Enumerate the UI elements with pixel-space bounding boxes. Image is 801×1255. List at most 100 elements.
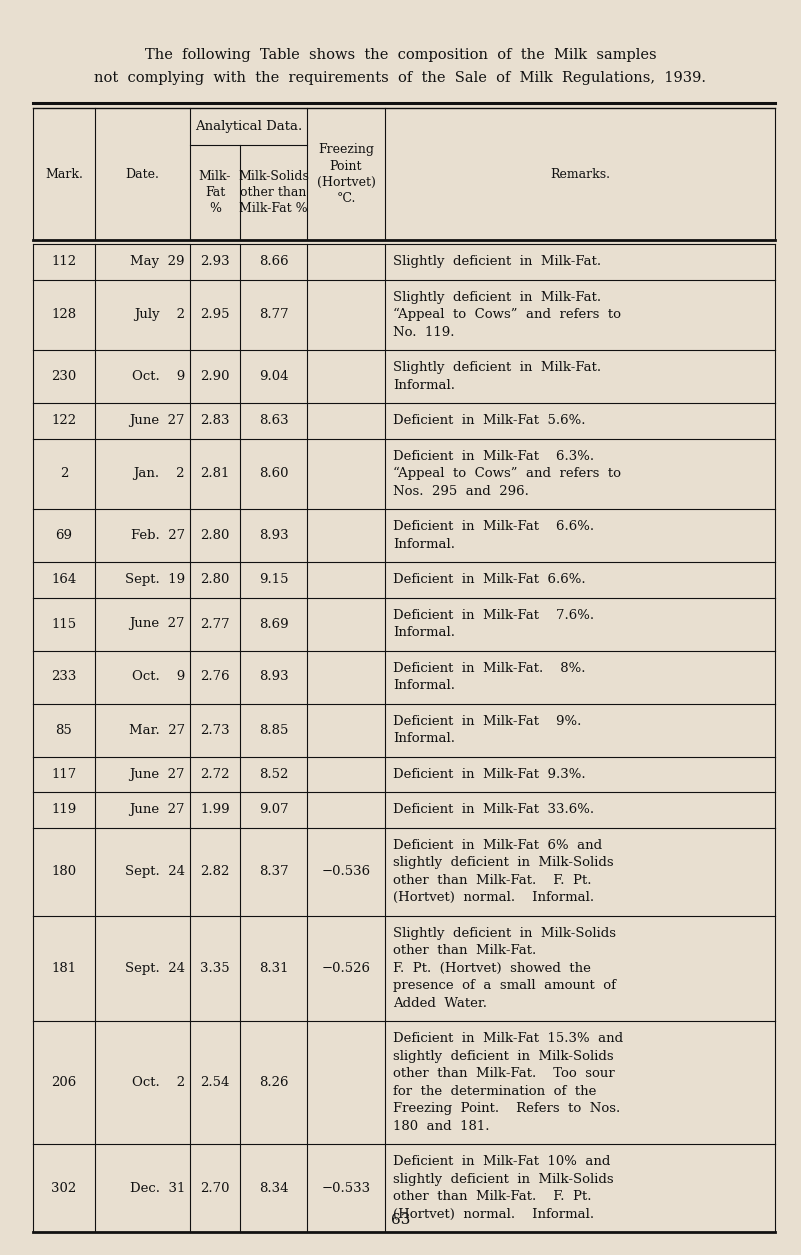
Text: Sept.  24: Sept. 24 [125, 961, 185, 975]
Text: 2.73: 2.73 [200, 723, 230, 737]
Text: other  than  Milk-Fat.    F.  Pt.: other than Milk-Fat. F. Pt. [393, 873, 591, 887]
Text: Remarks.: Remarks. [550, 167, 610, 181]
Text: Feb.  27: Feb. 27 [131, 530, 185, 542]
Text: Milk-
Fat
%: Milk- Fat % [199, 169, 231, 215]
Text: 69: 69 [55, 530, 73, 542]
Text: 3.35: 3.35 [200, 961, 230, 975]
Text: 2.76: 2.76 [200, 670, 230, 684]
Text: July    2: July 2 [134, 309, 185, 321]
Text: 2: 2 [60, 467, 68, 481]
Text: 2.70: 2.70 [200, 1181, 230, 1195]
Text: slightly  deficient  in  Milk-Solids: slightly deficient in Milk-Solids [393, 1172, 614, 1186]
Text: Slightly  deficient  in  Milk-Fat.: Slightly deficient in Milk-Fat. [393, 255, 601, 269]
Text: presence  of  a  small  amount  of: presence of a small amount of [393, 979, 616, 993]
Text: 8.85: 8.85 [259, 723, 288, 737]
Text: 128: 128 [51, 309, 77, 321]
Text: Mar.  27: Mar. 27 [129, 723, 185, 737]
Text: June  27: June 27 [130, 414, 185, 427]
Text: Sept.  19: Sept. 19 [125, 574, 185, 586]
Text: No.  119.: No. 119. [393, 326, 454, 339]
Text: 164: 164 [51, 574, 77, 586]
Text: Deficient  in  Milk-Fat  5.6%.: Deficient in Milk-Fat 5.6%. [393, 414, 586, 427]
Text: Oct.    9: Oct. 9 [131, 670, 185, 684]
Text: other  than  Milk-Fat.    F.  Pt.: other than Milk-Fat. F. Pt. [393, 1190, 591, 1204]
Text: 8.31: 8.31 [259, 961, 288, 975]
Text: “Appeal  to  Cows”  and  refers  to: “Appeal to Cows” and refers to [393, 467, 621, 481]
Text: Deficient  in  Milk-Fat  15.3%  and: Deficient in Milk-Fat 15.3% and [393, 1033, 623, 1045]
Text: Deficient  in  Milk-Fat.    8%.: Deficient in Milk-Fat. 8%. [393, 661, 586, 675]
Text: Deficient  in  Milk-Fat    6.3%.: Deficient in Milk-Fat 6.3%. [393, 449, 594, 463]
Text: 2.83: 2.83 [200, 414, 230, 427]
Text: 302: 302 [51, 1181, 77, 1195]
Text: 8.63: 8.63 [259, 414, 288, 427]
Text: 9.15: 9.15 [259, 574, 288, 586]
Text: for  the  determination  of  the: for the determination of the [393, 1084, 597, 1098]
Text: Slightly  deficient  in  Milk-Fat.: Slightly deficient in Milk-Fat. [393, 291, 601, 304]
Text: 2.72: 2.72 [200, 768, 230, 781]
Text: not  complying  with  the  requirements  of  the  Sale  of  Milk  Regulations,  : not complying with the requirements of t… [95, 72, 706, 85]
Text: 8.93: 8.93 [259, 530, 288, 542]
Text: 2.80: 2.80 [200, 574, 230, 586]
Text: 8.93: 8.93 [259, 670, 288, 684]
Text: Deficient  in  Milk-Fat    6.6%.: Deficient in Milk-Fat 6.6%. [393, 521, 594, 533]
Text: 8.37: 8.37 [259, 865, 288, 878]
Text: 2.90: 2.90 [200, 370, 230, 383]
Text: (Hortvet)  normal.    Informal.: (Hortvet) normal. Informal. [393, 891, 594, 905]
Text: other  than  Milk-Fat.: other than Milk-Fat. [393, 944, 536, 958]
Text: 112: 112 [51, 255, 77, 269]
Text: 63: 63 [391, 1214, 410, 1227]
Text: 122: 122 [51, 414, 77, 427]
Text: 2.82: 2.82 [200, 865, 230, 878]
Text: 230: 230 [51, 370, 77, 383]
Text: 8.26: 8.26 [259, 1076, 288, 1089]
Text: 233: 233 [51, 670, 77, 684]
Text: 115: 115 [51, 617, 77, 630]
Text: Deficient  in  Milk-Fat    9%.: Deficient in Milk-Fat 9%. [393, 715, 582, 728]
Text: 2.54: 2.54 [200, 1076, 230, 1089]
Text: Informal.: Informal. [393, 626, 455, 639]
Text: 9.04: 9.04 [259, 370, 288, 383]
Text: 8.60: 8.60 [259, 467, 288, 481]
Text: F.  Pt.  (Hortvet)  showed  the: F. Pt. (Hortvet) showed the [393, 961, 591, 975]
Text: Oct.    2: Oct. 2 [132, 1076, 185, 1089]
Text: Deficient  in  Milk-Fat  9.3%.: Deficient in Milk-Fat 9.3%. [393, 768, 586, 781]
Text: 8.66: 8.66 [259, 255, 288, 269]
Text: Slightly  deficient  in  Milk-Solids: Slightly deficient in Milk-Solids [393, 926, 616, 940]
Text: Oct.    9: Oct. 9 [131, 370, 185, 383]
Text: June  27: June 27 [130, 803, 185, 816]
Text: 2.95: 2.95 [200, 309, 230, 321]
Text: Date.: Date. [126, 167, 159, 181]
Text: June  27: June 27 [130, 617, 185, 630]
Text: Deficient  in  Milk-Fat    7.6%.: Deficient in Milk-Fat 7.6%. [393, 609, 594, 621]
Text: 2.77: 2.77 [200, 617, 230, 630]
Text: June  27: June 27 [130, 768, 185, 781]
Text: Freezing  Point.    Refers  to  Nos.: Freezing Point. Refers to Nos. [393, 1102, 620, 1116]
Text: 181: 181 [51, 961, 77, 975]
Text: slightly  deficient  in  Milk-Solids: slightly deficient in Milk-Solids [393, 856, 614, 870]
Text: 206: 206 [51, 1076, 77, 1089]
Text: 2.81: 2.81 [200, 467, 230, 481]
Text: −0.533: −0.533 [321, 1181, 371, 1195]
Text: Mark.: Mark. [45, 167, 83, 181]
Text: 180  and  181.: 180 and 181. [393, 1119, 489, 1133]
Text: 117: 117 [51, 768, 77, 781]
Text: Deficient  in  Milk-Fat  10%  and: Deficient in Milk-Fat 10% and [393, 1156, 610, 1168]
Text: −0.536: −0.536 [321, 865, 371, 878]
Text: 8.34: 8.34 [259, 1181, 288, 1195]
Text: 9.07: 9.07 [259, 803, 288, 816]
Text: −0.526: −0.526 [321, 961, 371, 975]
Text: Informal.: Informal. [393, 537, 455, 551]
Text: Added  Water.: Added Water. [393, 996, 487, 1010]
Text: Deficient  in  Milk-Fat  6%  and: Deficient in Milk-Fat 6% and [393, 838, 602, 852]
Text: 8.69: 8.69 [259, 617, 288, 630]
Text: 8.77: 8.77 [259, 309, 288, 321]
Text: Dec.  31: Dec. 31 [130, 1181, 185, 1195]
Text: 8.52: 8.52 [259, 768, 288, 781]
Text: 1.99: 1.99 [200, 803, 230, 816]
Text: “Appeal  to  Cows”  and  refers  to: “Appeal to Cows” and refers to [393, 309, 621, 321]
Text: Milk-Solids
other than
Milk-Fat %: Milk-Solids other than Milk-Fat % [238, 169, 309, 215]
Text: Analytical Data.: Analytical Data. [195, 120, 302, 133]
Text: Deficient  in  Milk-Fat  33.6%.: Deficient in Milk-Fat 33.6%. [393, 803, 594, 816]
Text: Sept.  24: Sept. 24 [125, 865, 185, 878]
Text: Informal.: Informal. [393, 379, 455, 392]
